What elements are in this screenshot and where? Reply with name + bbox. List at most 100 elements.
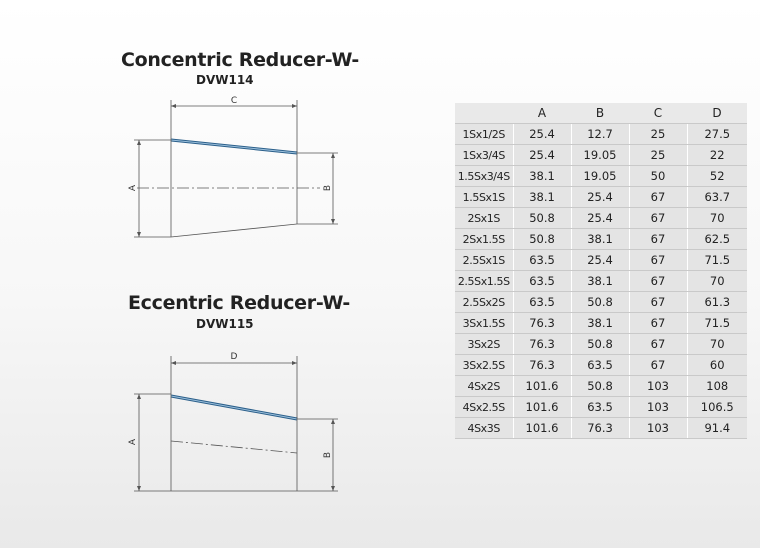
value-cell: 63.5	[570, 396, 629, 418]
header-b: B	[571, 103, 629, 124]
value-cell: 63.7	[686, 186, 747, 208]
table-row: 2.5Sx1S 63.5 25.4 67 71.5	[455, 249, 747, 271]
table-row: 4Sx3S 101.6 76.3 103 91.4	[455, 417, 747, 439]
value-cell: 67	[628, 270, 687, 292]
size-cell: 1.5Sx1S	[455, 186, 513, 208]
reducer-drawings: C A B D A B	[128, 96, 338, 492]
value-cell: 67	[628, 249, 687, 271]
dimension-table: A B C D 1Sx1/2S 25.4 12.7 25 27.5 1Sx3/4S 25.4…	[455, 103, 747, 439]
value-cell: 106.5	[686, 396, 747, 418]
table-row: 3Sx2S 76.3 50.8 67 70	[455, 333, 747, 355]
value-cell: 25	[628, 123, 687, 145]
size-cell: 3Sx2S	[455, 333, 513, 355]
header-size	[455, 103, 513, 124]
value-cell: 25.4	[570, 207, 629, 229]
size-cell: 3Sx1.5S	[455, 312, 513, 334]
dim-label-b-concentric: B	[323, 185, 333, 191]
eccentric-reducer-drawing	[134, 356, 338, 492]
dim-label-c: C	[231, 96, 237, 106]
table-row: 1Sx3/4S 25.4 19.05 25 22	[455, 144, 747, 166]
value-cell: 76.3	[570, 417, 629, 439]
size-cell: 2.5Sx2S	[455, 291, 513, 313]
value-cell: 67	[628, 228, 687, 250]
dim-label-a-concentric: A	[128, 184, 138, 191]
value-cell: 67	[628, 207, 687, 229]
value-cell: 25.4	[512, 123, 571, 145]
size-cell: 1.5Sx3/4S	[455, 165, 513, 187]
size-cell: 4Sx2S	[455, 375, 513, 397]
table-row: 4Sx2.5S 101.6 63.5 103 106.5	[455, 396, 747, 418]
table-row: 2.5Sx2S 63.5 50.8 67 61.3	[455, 291, 747, 313]
dim-label-b-eccentric: B	[323, 452, 333, 458]
table-row: 2.5Sx1.5S 63.5 38.1 67 70	[455, 270, 747, 292]
value-cell: 67	[628, 354, 687, 376]
value-cell: 50	[628, 165, 687, 187]
value-cell: 25.4	[570, 186, 629, 208]
value-cell: 38.1	[570, 312, 629, 334]
value-cell: 71.5	[686, 312, 747, 334]
size-cell: 2.5Sx1.5S	[455, 270, 513, 292]
table-row: 1.5Sx1S 38.1 25.4 67 63.7	[455, 186, 747, 208]
size-cell: 2Sx1S	[455, 207, 513, 229]
value-cell: 12.7	[570, 123, 629, 145]
value-cell: 91.4	[686, 417, 747, 439]
header-d: D	[687, 103, 747, 124]
value-cell: 108	[686, 375, 747, 397]
table-row: 1Sx1/2S 25.4 12.7 25 27.5	[455, 123, 747, 145]
table-row: 2Sx1S 50.8 25.4 67 70	[455, 207, 747, 229]
concentric-title: Concentric Reducer-W-	[121, 49, 359, 71]
table-header-row: A B C D	[455, 103, 747, 124]
table-row: 1.5Sx3/4S 38.1 19.05 50 52	[455, 165, 747, 187]
table-row: 4Sx2S 101.6 50.8 103 108	[455, 375, 747, 397]
value-cell: 19.05	[570, 144, 629, 166]
size-cell: 1Sx1/2S	[455, 123, 513, 145]
value-cell: 19.05	[570, 165, 629, 187]
value-cell: 76.3	[512, 333, 571, 355]
value-cell: 38.1	[570, 270, 629, 292]
value-cell: 103	[628, 375, 687, 397]
value-cell: 76.3	[512, 312, 571, 334]
value-cell: 27.5	[686, 123, 747, 145]
value-cell: 70	[686, 270, 747, 292]
value-cell: 50.8	[570, 333, 629, 355]
dim-label-d: D	[231, 352, 238, 362]
value-cell: 52	[686, 165, 747, 187]
size-cell: 3Sx2.5S	[455, 354, 513, 376]
value-cell: 25	[628, 144, 687, 166]
table-row: 2Sx1.5S 50.8 38.1 67 62.5	[455, 228, 747, 250]
value-cell: 103	[628, 396, 687, 418]
value-cell: 60	[686, 354, 747, 376]
value-cell: 50.8	[570, 291, 629, 313]
dim-label-a-eccentric: A	[128, 438, 138, 445]
value-cell: 67	[628, 312, 687, 334]
value-cell: 67	[628, 186, 687, 208]
value-cell: 63.5	[512, 249, 571, 271]
value-cell: 101.6	[512, 396, 571, 418]
concentric-code: DVW114	[196, 73, 254, 87]
size-cell: 4Sx2.5S	[455, 396, 513, 418]
value-cell: 67	[628, 333, 687, 355]
value-cell: 101.6	[512, 375, 571, 397]
value-cell: 67	[628, 291, 687, 313]
value-cell: 70	[686, 333, 747, 355]
value-cell: 25.4	[570, 249, 629, 271]
value-cell: 63.5	[512, 291, 571, 313]
value-cell: 103	[628, 417, 687, 439]
eccentric-code: DVW115	[196, 317, 254, 331]
value-cell: 62.5	[686, 228, 747, 250]
value-cell: 25.4	[512, 144, 571, 166]
value-cell: 50.8	[570, 375, 629, 397]
header-a: A	[513, 103, 571, 124]
value-cell: 38.1	[570, 228, 629, 250]
value-cell: 63.5	[570, 354, 629, 376]
value-cell: 71.5	[686, 249, 747, 271]
size-cell: 1Sx3/4S	[455, 144, 513, 166]
value-cell: 22	[686, 144, 747, 166]
value-cell: 38.1	[512, 165, 571, 187]
value-cell: 70	[686, 207, 747, 229]
size-cell: 2.5Sx1S	[455, 249, 513, 271]
concentric-reducer-drawing	[134, 100, 338, 238]
size-cell: 2Sx1.5S	[455, 228, 513, 250]
size-cell: 4Sx3S	[455, 417, 513, 439]
table-row: 3Sx2.5S 76.3 63.5 67 60	[455, 354, 747, 376]
